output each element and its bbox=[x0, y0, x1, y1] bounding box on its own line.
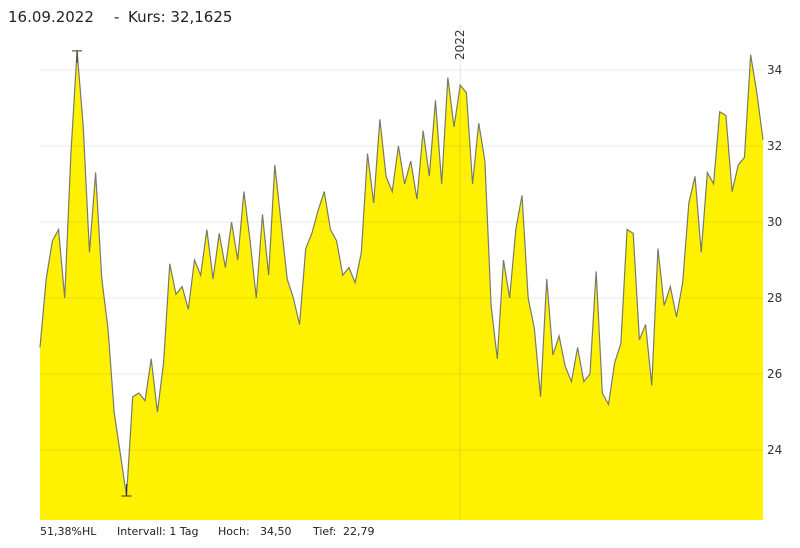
y-tick-label: 34 bbox=[767, 63, 782, 77]
y-tick-label: 24 bbox=[767, 443, 782, 457]
x-tick-label: 2022 bbox=[453, 29, 467, 60]
plot: 24 26 28 30 32 34 2022 bbox=[39, 25, 782, 520]
interval: Intervall: 1 Tag bbox=[117, 525, 199, 538]
y-tick-label: 28 bbox=[767, 291, 782, 305]
area bbox=[40, 50, 763, 520]
y-tick-label: 32 bbox=[767, 139, 782, 153]
low-marker bbox=[121, 484, 132, 497]
high-label: Hoch: bbox=[218, 525, 250, 538]
low-value: 22,79 bbox=[343, 525, 375, 538]
y-tick-label: 26 bbox=[767, 367, 782, 381]
high-marker bbox=[72, 50, 83, 63]
range-pct: 51,38%HL bbox=[40, 525, 97, 538]
price: Kurs: 32,1625 bbox=[128, 8, 232, 26]
date: 16.09.2022 bbox=[8, 8, 94, 26]
separator: - bbox=[114, 8, 119, 26]
y-tick-label: 30 bbox=[767, 215, 782, 229]
low-label: Tief: bbox=[312, 525, 336, 538]
high-value: 34,50 bbox=[260, 525, 292, 538]
price-line bbox=[39, 50, 764, 497]
